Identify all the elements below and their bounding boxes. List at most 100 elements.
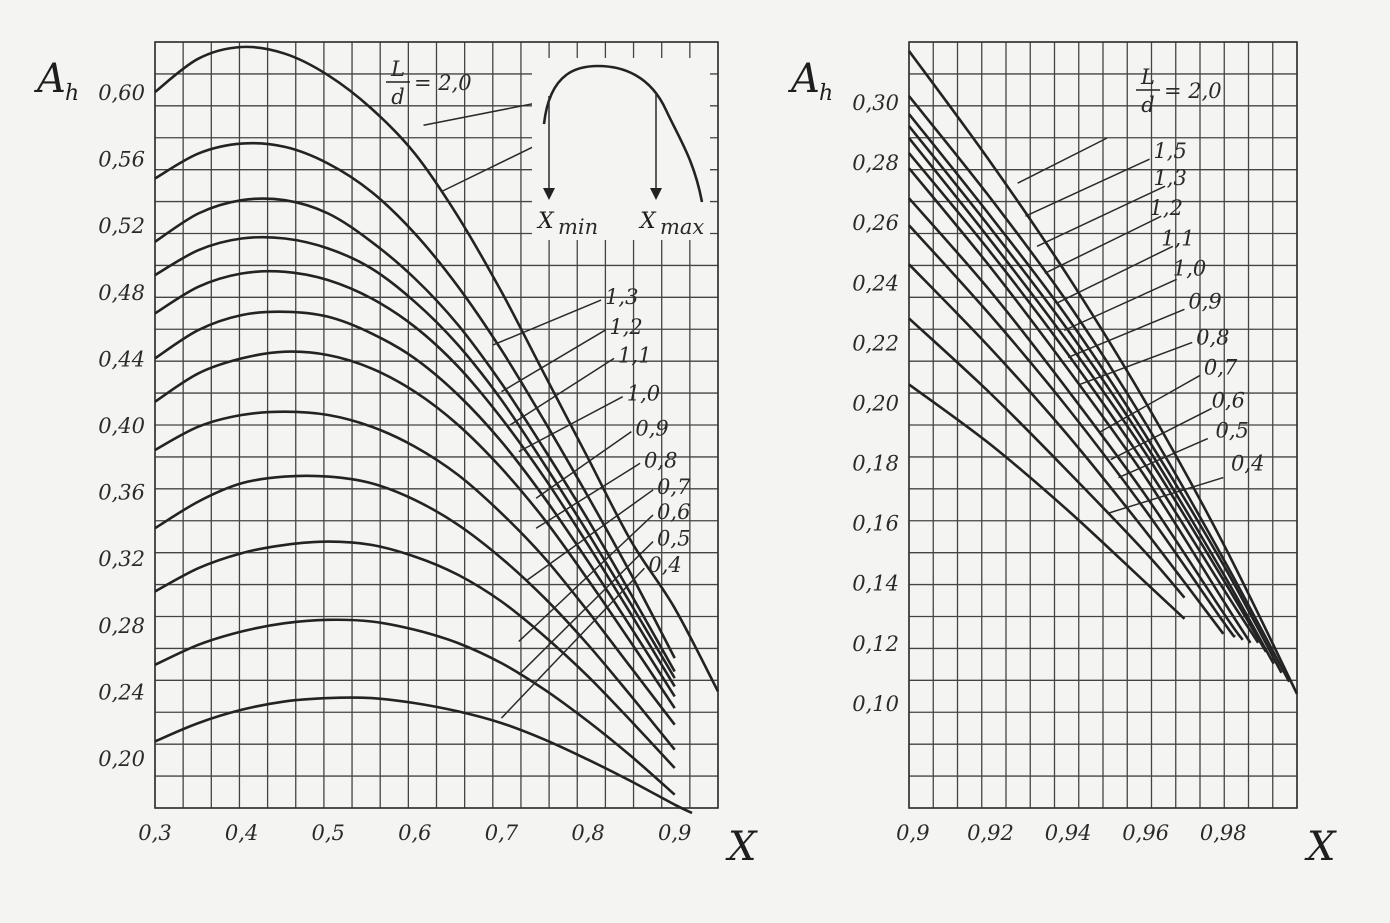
series-label: 1,2	[609, 315, 642, 339]
label-leader-line	[1044, 215, 1162, 274]
y-tick-label: 0,14	[852, 572, 899, 596]
y-tick-label: 0,16	[852, 512, 899, 536]
series-line	[154, 618, 676, 796]
label-leader-line	[1118, 437, 1209, 479]
series-group	[154, 45, 720, 815]
legend-numerator: L	[1140, 65, 1155, 89]
y-axis-label: A	[787, 56, 820, 102]
series-line	[907, 95, 1291, 683]
label-leader-line	[1017, 137, 1108, 184]
label-leader-line	[518, 541, 654, 676]
label-leader-line	[1098, 374, 1201, 434]
series-line	[908, 224, 1236, 638]
y-tick-label: 0,60	[98, 81, 145, 105]
series-labels: 1,5 1,3 1,2 1,1 1,0 0,9 0,8 0,7 0,6 0,5 0,4	[1017, 137, 1264, 515]
series-label: 1,3	[605, 285, 638, 309]
y-tick-label: 0,24	[98, 680, 145, 704]
series-line	[154, 696, 693, 815]
x-tick-label: 0,3	[138, 821, 171, 845]
series-line	[154, 197, 676, 673]
y-tick-label: 0,28	[852, 151, 899, 175]
series-label: 1,2	[1150, 196, 1183, 220]
x-tick-label: 0,5	[312, 821, 345, 845]
label-leader-line	[509, 357, 615, 426]
y-tick-label: 0,44	[98, 347, 145, 371]
y-tick-label: 0,40	[98, 414, 145, 438]
label-leader-line	[1079, 341, 1193, 386]
series-line	[907, 137, 1268, 653]
x-tick-label: 0,94	[1045, 821, 1092, 845]
series-label: 0,7	[1204, 355, 1238, 379]
y-tick-label: 0,20	[852, 391, 899, 415]
series-label: 1,0	[627, 382, 660, 406]
label-leader-line	[1025, 158, 1150, 217]
y-tick-label: 0,56	[98, 148, 145, 172]
x-tick-label: 0,92	[967, 821, 1014, 845]
x-tick-label: 0,96	[1122, 821, 1169, 845]
series-line	[154, 45, 720, 693]
y-tick-label: 0,24	[852, 271, 899, 295]
series-line	[907, 113, 1283, 674]
inset-xmax-subscript: max	[660, 215, 704, 239]
label-leader-line	[1036, 185, 1166, 247]
x-tick-label: 0,98	[1200, 821, 1247, 845]
x-tick-label: 0,6	[398, 821, 431, 845]
legend-numerator: L	[390, 57, 405, 81]
inset-background	[532, 58, 710, 240]
y-axis-label-subscript: h	[819, 81, 833, 106]
legend-denominator: d	[391, 85, 404, 109]
series-label: 0,6	[1212, 388, 1245, 412]
inset-xmin-label: X	[536, 209, 555, 234]
series-label: 0,4	[1231, 452, 1264, 476]
y-axis-label-subscript: h	[65, 81, 79, 106]
label-leader-line	[535, 431, 632, 499]
label-leader-line	[1106, 476, 1224, 515]
inset-arrowhead-min	[543, 188, 555, 200]
series-line	[154, 474, 676, 751]
series-line	[907, 152, 1260, 644]
y-tick-label: 0,36	[98, 481, 145, 505]
inset-arrowhead-max	[650, 188, 662, 200]
series-label: 1,0	[1173, 256, 1206, 280]
series-label: 1,5	[1153, 139, 1186, 163]
legend-value: = 2,0	[414, 71, 472, 95]
series-label: 0,4	[648, 553, 681, 577]
plot-frame	[154, 41, 719, 809]
series-line	[907, 50, 1299, 695]
label-leader-line	[1110, 407, 1212, 461]
series-line	[908, 263, 1225, 635]
legend-fraction: Ld = 2,0	[386, 57, 472, 109]
y-tick-label: 0,32	[98, 547, 145, 571]
series-label: 0,7	[657, 475, 691, 499]
series-label: 1,1	[618, 343, 651, 367]
y-tick-label: 0,52	[98, 214, 145, 238]
x-tick-label: 0,8	[571, 821, 604, 845]
legend-denominator: d	[1141, 93, 1154, 117]
series-label: 0,8	[644, 448, 677, 472]
x-tick-label: 0,9	[658, 821, 691, 845]
label-leader-line	[527, 489, 654, 581]
inset-xmax-label: X	[638, 209, 657, 234]
label-leader-line	[1063, 278, 1178, 332]
label-leader-line	[492, 299, 602, 346]
series-label: 0,6	[657, 500, 690, 524]
y-tick-label: 0,20	[98, 747, 145, 771]
series-label: 0,9	[635, 417, 668, 441]
series-line	[908, 197, 1244, 641]
y-tick-label: 0,18	[852, 452, 899, 476]
label-leader-line	[1067, 308, 1185, 359]
series-line	[154, 269, 676, 688]
left-chart: 0,3 0,4 0,5 0,6 0,7 0,8 0,90,200,240,280,320,3…	[33, 41, 758, 870]
series-label: 0,5	[657, 527, 690, 551]
series-line	[908, 383, 1186, 620]
x-tick-label: 0,9	[896, 821, 929, 845]
series-label: 0,9	[1188, 289, 1221, 313]
series-label: 1,3	[1153, 166, 1186, 190]
y-tick-label: 0,30	[852, 91, 899, 115]
y-tick-label: 0,12	[852, 632, 899, 656]
series-line	[907, 167, 1252, 644]
series-line	[154, 350, 676, 709]
series-line	[907, 125, 1275, 665]
